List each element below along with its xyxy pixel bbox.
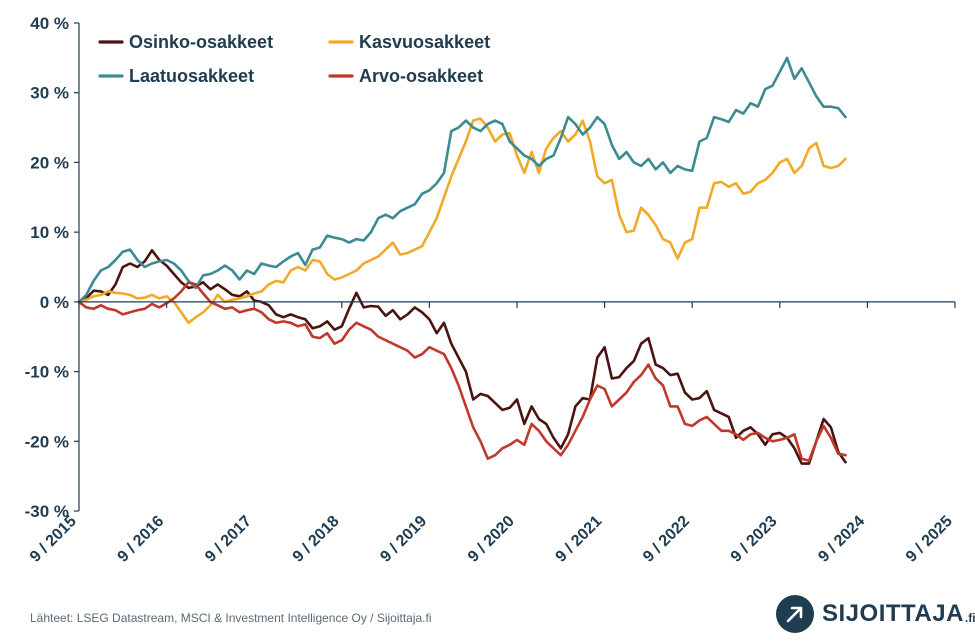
y-tick-label: 0 % bbox=[40, 293, 69, 312]
legend-label: Kasvuosakkeet bbox=[359, 32, 490, 52]
x-tick-label: 9 / 2017 bbox=[202, 513, 255, 566]
x-tick-label: 9 / 2021 bbox=[553, 513, 606, 566]
series-line-kasvuosakkeet bbox=[77, 117, 847, 325]
y-tick-label: -20 % bbox=[25, 432, 69, 451]
y-tick-label: 10 % bbox=[30, 223, 69, 242]
y-tick-label: 30 % bbox=[30, 84, 69, 103]
logo-tld: .fi bbox=[964, 611, 975, 625]
x-tick-label: 9 / 2020 bbox=[465, 513, 518, 566]
x-tick-label: 9 / 2018 bbox=[290, 513, 343, 566]
series-line-arvo-osakkeet bbox=[77, 281, 847, 463]
legend-label: Laatuosakkeet bbox=[129, 66, 254, 86]
x-tick-label: 9 / 2023 bbox=[728, 513, 781, 566]
x-tick-label: 9 / 2019 bbox=[377, 513, 430, 566]
logo-text: SIJOITTAJA bbox=[822, 600, 964, 627]
y-tick-label: 20 % bbox=[30, 153, 69, 172]
series-line-laatuosakkeet bbox=[77, 56, 847, 304]
y-tick-label: -30 % bbox=[25, 502, 69, 521]
plot-lines bbox=[77, 56, 847, 465]
x-tick-label: 9 / 2025 bbox=[903, 513, 956, 566]
source-note: Lähteet: LSEG Datastream, MSCI & Investm… bbox=[30, 611, 432, 625]
x-tick-label: 9 / 2024 bbox=[815, 513, 868, 566]
legend: Osinko-osakkeet Kasvuosakkeet Laatuosakkee… bbox=[98, 32, 490, 86]
x-tick-label: 9 / 2022 bbox=[640, 513, 693, 566]
y-tick-label: 40 % bbox=[30, 14, 69, 33]
x-tick-label: 9 / 2016 bbox=[115, 513, 168, 566]
sijoittaja-logo: SIJOITTAJA .fi bbox=[776, 594, 975, 634]
y-tick-label: -10 % bbox=[25, 363, 69, 382]
legend-label: Arvo-osakkeet bbox=[359, 66, 483, 86]
series-line-osinko-osakkeet bbox=[77, 249, 847, 465]
legend-label: Osinko-osakkeet bbox=[129, 32, 273, 52]
arrow-up-right-icon bbox=[776, 595, 814, 633]
